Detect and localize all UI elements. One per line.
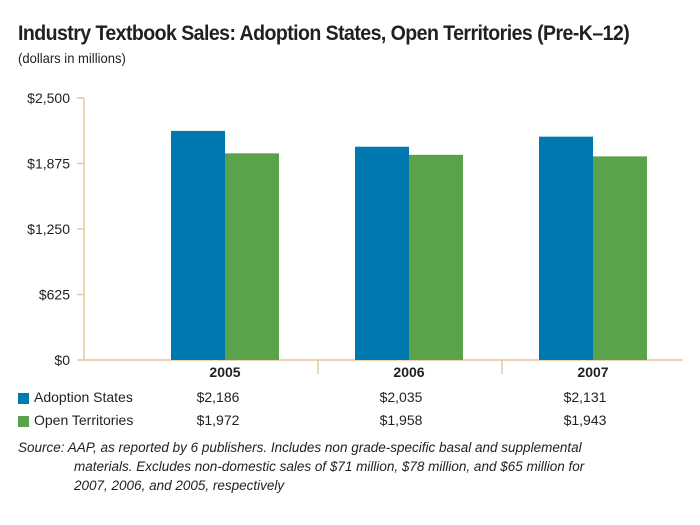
y-tick-label: $1,875: [27, 156, 70, 172]
y-tick-label: $625: [39, 287, 70, 303]
legend-swatch-open: [18, 416, 29, 427]
bar-adoption-states-2007: [539, 136, 593, 360]
x-category-label: 2005: [209, 364, 240, 380]
bar-adoption-states-2006: [355, 146, 409, 360]
legend-label-open: Open Territories: [34, 412, 134, 428]
chart-subtitle: (dollars in millions): [18, 50, 126, 66]
chart-title: Industry Textbook Sales: Adoption States…: [18, 22, 630, 45]
bar-open-territories-2007: [593, 156, 647, 360]
y-tick-label: $0: [54, 352, 70, 368]
x-category-label: 2007: [577, 364, 608, 380]
table-cell-adoption-2006: $2,035: [379, 389, 423, 405]
bar-open-territories-2005: [225, 153, 279, 360]
source-line-3: 2007, 2006, and 2005, respectively: [74, 478, 285, 493]
legend-swatch-adoption: [18, 393, 29, 404]
bar-chart: $0 $625 $1,250 $1,875 $2,500 2005 2006 2007: [27, 90, 683, 380]
source-line-2: materials. Excludes non-domestic sales o…: [74, 459, 585, 474]
y-tick-label: $1,250: [27, 221, 70, 237]
bar-open-territories-2006: [409, 154, 463, 360]
table-cell-open-2007: $1,943: [563, 412, 607, 428]
source-note: Source: AAP, as reported by 6 publishers…: [18, 438, 618, 495]
source-line-1: Source: AAP, as reported by 6 publishers…: [18, 440, 582, 455]
table-cell-open-2005: $1,972: [196, 412, 240, 428]
table-cell-adoption-2007: $2,131: [563, 389, 607, 405]
y-tick-label: $2,500: [27, 90, 70, 106]
legend-label-adoption: Adoption States: [34, 389, 133, 405]
table-cell-open-2006: $1,958: [379, 412, 423, 428]
bar-adoption-states-2005: [171, 130, 225, 360]
table-cell-adoption-2005: $2,186: [196, 389, 240, 405]
x-category-label: 2006: [393, 364, 424, 380]
